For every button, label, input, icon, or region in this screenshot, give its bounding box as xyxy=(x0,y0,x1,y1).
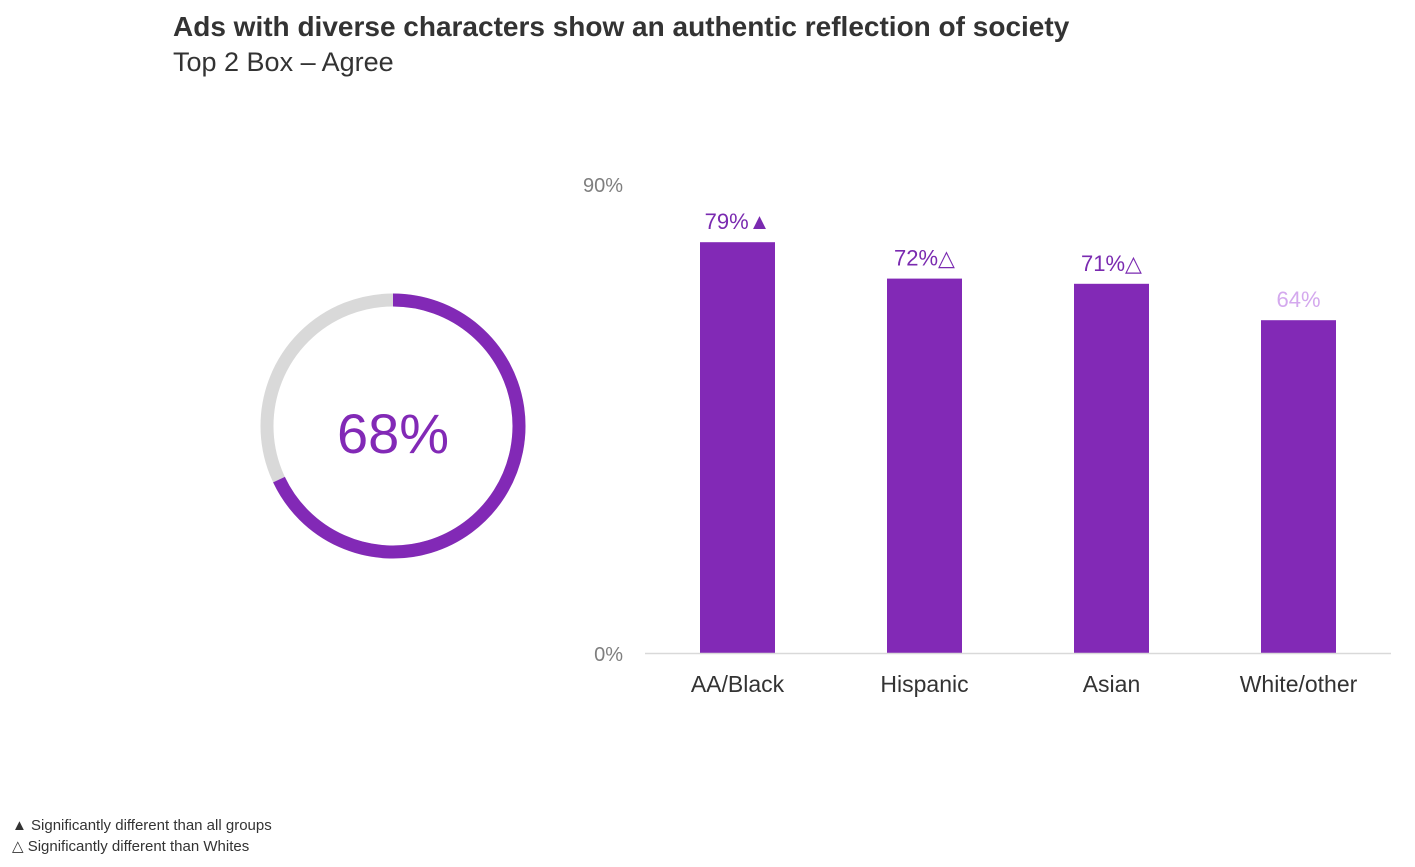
bar-asian xyxy=(1074,283,1149,653)
data-label: 64% xyxy=(1276,287,1320,312)
y-tick-max: 90% xyxy=(583,175,623,197)
y-tick-min: 0% xyxy=(594,644,623,666)
data-label: 72%△ xyxy=(894,246,955,271)
x-tick-label: White/other xyxy=(1240,671,1358,697)
chart-title: Ads with diverse characters show an auth… xyxy=(173,11,1070,42)
donut-label: 68% xyxy=(337,402,449,465)
data-label: 71%△ xyxy=(1081,251,1142,276)
chart-subtitle: Top 2 Box – Agree xyxy=(173,47,394,77)
data-label: 79%▲ xyxy=(705,209,771,234)
x-tick-label: Hispanic xyxy=(880,671,968,697)
bar-aa-black xyxy=(700,242,775,653)
bar-white-other xyxy=(1261,320,1336,653)
x-tick-label: AA/Black xyxy=(691,671,785,697)
x-tick-label: Asian xyxy=(1083,671,1141,697)
bar-hispanic xyxy=(887,278,962,653)
donut-value-arc xyxy=(273,293,526,559)
legend-outline-triangle: △ Significantly different than Whites xyxy=(12,838,250,855)
legend-filled-triangle: ▲ Significantly different than all group… xyxy=(12,817,272,834)
